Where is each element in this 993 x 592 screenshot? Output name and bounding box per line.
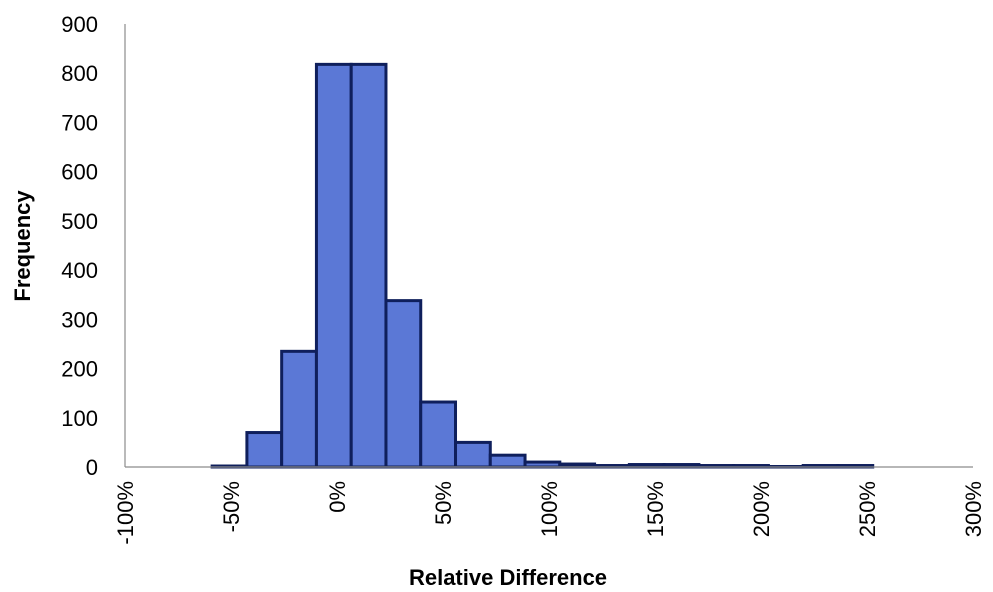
histogram-bar — [245, 431, 284, 469]
y-tick-label: 300 — [61, 307, 98, 332]
y-tick-label: 800 — [61, 61, 98, 86]
histogram-bar — [314, 62, 353, 469]
histogram-bar — [349, 62, 388, 469]
x-tick-label: 300% — [961, 481, 986, 537]
y-tick-labels: 0 100 200 300 400 500 600 700 800 900 — [61, 12, 98, 480]
histogram-bar — [523, 460, 562, 469]
x-tick-label: 0% — [325, 481, 350, 513]
x-tick-label: 150% — [643, 481, 668, 537]
y-tick-label: 700 — [61, 110, 98, 135]
histogram-bar — [454, 440, 492, 469]
y-tick-label: 600 — [61, 160, 98, 185]
histogram-bar — [488, 453, 527, 469]
x-tick-label: -50% — [219, 481, 244, 532]
y-tick-label: 900 — [61, 12, 98, 37]
x-tick-label: 50% — [431, 481, 456, 525]
bar-group — [210, 62, 875, 469]
histogram-bar — [280, 349, 318, 469]
y-tick-label: 100 — [61, 406, 98, 431]
y-tick-label: 400 — [61, 258, 98, 283]
y-axis-title: Frequency — [10, 190, 35, 302]
x-axis-title: Relative Difference — [409, 565, 607, 590]
x-tick-labels: -100% -50% 0% 50% 100% 150% 200% 250% 300% — [113, 481, 986, 545]
x-tick-label: 200% — [749, 481, 774, 537]
x-tick-label: 100% — [537, 481, 562, 537]
x-tick-label: -100% — [113, 481, 138, 545]
histogram-bar — [384, 299, 423, 469]
x-tick-label: 250% — [855, 481, 880, 537]
y-tick-label: 0 — [86, 455, 98, 480]
histogram-bar — [419, 400, 458, 469]
y-tick-label: 200 — [61, 357, 98, 382]
y-tick-label: 500 — [61, 209, 98, 234]
